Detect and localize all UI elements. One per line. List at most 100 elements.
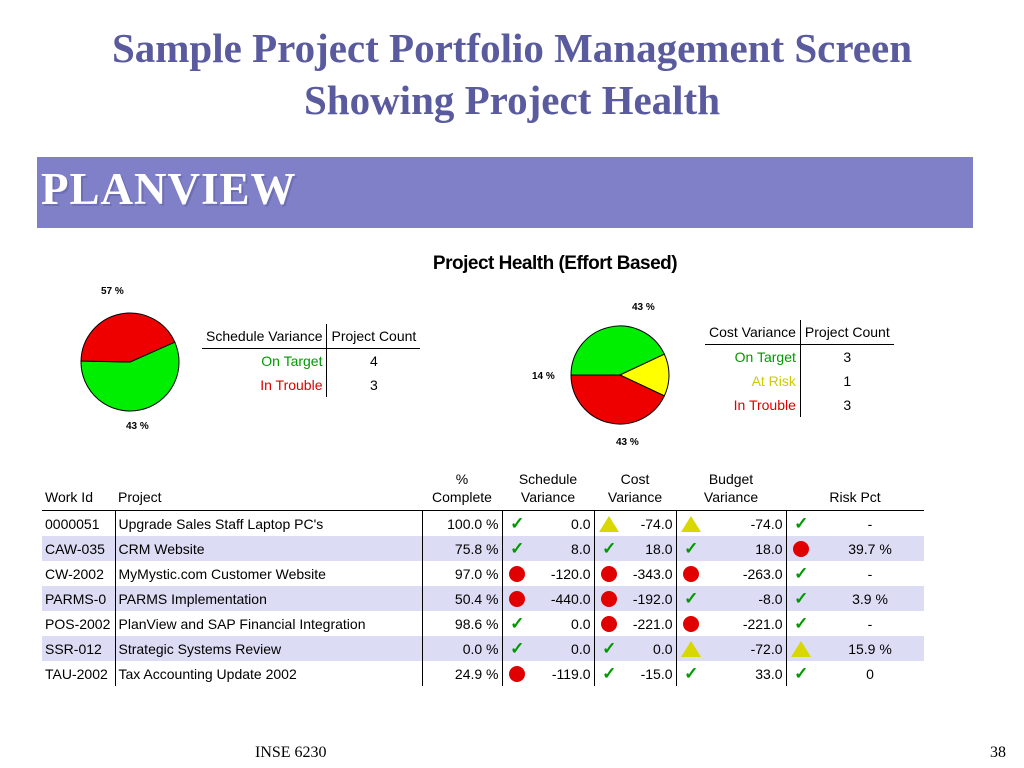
schedule-summary-count: 4 [370, 353, 378, 369]
project-name-cell[interactable]: Upgrade Sales Staff Laptop PC's [114, 510, 422, 536]
schedule-variance-table: Schedule Variance Project Count On Targe… [202, 324, 421, 397]
project-health-title: Project Health (Effort Based) [432, 253, 678, 274]
cost-summary-label[interactable]: At Risk [705, 369, 801, 393]
table-row[interactable]: TAU-2002 Tax Accounting Update 2002 24.9 %… [42, 661, 924, 686]
cost-variance-pie [570, 325, 670, 425]
cost-variance-column-header[interactable]: Cost Variance [594, 470, 677, 511]
cost-variance-cell: -221.0 [632, 615, 673, 632]
cost-variance-cell: 0.0 [624, 636, 677, 661]
percent-complete-cell: 75.8 % [421, 536, 502, 561]
table-row[interactable]: SSR-012 Strategic Systems Review 0.0 % ✓ 0.0… [42, 636, 925, 661]
table-row[interactable]: CAW-035 CRM Website 75.8 % ✓ 8.0 ✓ 18.0 ✓ 18.0 39… [42, 536, 925, 561]
project-header[interactable]: Project [115, 470, 422, 511]
work-id-cell[interactable]: TAU-2002 [45, 665, 108, 682]
check-icon: ✓ [785, 661, 817, 686]
check-icon: ✓ [675, 536, 707, 561]
schedule-count-header: Project Count [326, 324, 421, 349]
warning-triangle-icon [785, 636, 817, 661]
cost-variance-cell: -343.0 [632, 565, 673, 582]
slide-title-line-2: Showing Project Health [303, 77, 721, 123]
project-name-cell[interactable]: PARMS Implementation [114, 586, 422, 611]
budget-variance-cell: -263.0 [742, 565, 783, 582]
warning-triangle-icon [675, 636, 707, 661]
cost-variance-cell: -74.0 [640, 515, 673, 532]
risk-pct-cell: 3.9 % [816, 586, 925, 611]
red-circle-icon [501, 586, 532, 611]
cost-pie-slice-in-trouble [570, 374, 666, 425]
percent-complete-cell: 100.0 % [421, 510, 502, 536]
budget-variance-cell: -221.0 [742, 615, 783, 632]
course-code: INSE 6230 [255, 744, 327, 761]
risk-pct-cell: 0 [866, 665, 874, 682]
red-circle-icon [501, 561, 532, 586]
schedule-pie-label-in-trouble: 43 % [126, 421, 149, 432]
check-icon: ✓ [501, 510, 532, 536]
schedule-variance-cell: 8.0 [532, 536, 595, 561]
project-name-cell[interactable]: Strategic Systems Review [114, 636, 422, 661]
work-id-cell[interactable]: POS-2002 [45, 615, 111, 632]
planview-banner [37, 157, 973, 228]
work-id-cell[interactable]: SSR-012 [42, 636, 115, 661]
schedule-pie-label-on-target: 57 % [101, 286, 124, 297]
budget-variance-column-header[interactable]: Budget Variance [676, 470, 787, 511]
red-circle-icon [501, 661, 532, 686]
project-name-cell[interactable]: PlanView and SAP Financial Integration [114, 611, 422, 636]
work-id-cell[interactable]: PARMS-0 [42, 586, 115, 611]
check-icon: ✓ [675, 586, 707, 611]
percent-complete-cell: 0.0 % [421, 636, 502, 661]
cost-summary-label[interactable]: On Target [705, 344, 801, 369]
risk-pct-cell: 15.9 % [816, 636, 925, 661]
cost-pie-label-at-risk: 14 % [532, 371, 555, 382]
work-id-cell[interactable]: CW-2002 [45, 565, 104, 582]
budget-variance-cell: -8.0 [706, 586, 787, 611]
check-icon: ✓ [593, 536, 625, 561]
slide-title-line-1: Sample Project Portfolio Management Scre… [111, 25, 913, 71]
red-circle-icon [593, 561, 625, 586]
red-circle-icon [675, 611, 707, 636]
project-health-grid: Work Id Project % Complete Schedule Varian… [42, 470, 925, 686]
check-icon: ✓ [593, 661, 625, 686]
project-name-cell[interactable]: CRM Website [114, 536, 422, 561]
risk-pct-header[interactable]: Risk Pct [786, 470, 925, 511]
cost-variance-header: Cost Variance [705, 320, 801, 345]
cost-variance-cell: 18.0 [624, 536, 677, 561]
cost-variance-table: Cost Variance Project Count On Target 3 At… [705, 320, 894, 417]
cost-pie-slice-on-target [570, 325, 666, 376]
check-icon: ✓ [501, 536, 532, 561]
percent-complete-cell: 24.9 % [421, 661, 502, 686]
schedule-variance-header: Schedule Variance [202, 324, 328, 349]
cost-summary-count: 3 [843, 349, 852, 365]
schedule-summary-label[interactable]: On Target [202, 348, 328, 373]
project-name-cell[interactable]: MyMystic.com Customer Website [114, 561, 422, 586]
check-icon: ✓ [593, 636, 625, 661]
schedule-variance-pie [80, 312, 180, 412]
cost-summary-count: 3 [843, 397, 852, 413]
cost-summary-label[interactable]: In Trouble [705, 393, 801, 417]
project-name-cell[interactable]: Tax Accounting Update 2002 [114, 661, 422, 686]
budget-variance-cell: -72.0 [706, 636, 787, 661]
red-circle-icon [785, 536, 817, 561]
schedule-summary-row: On Target 4 [202, 348, 420, 373]
table-row[interactable]: CW-2002 MyMystic.com Customer Website 97.0… [42, 561, 924, 586]
cost-count-header: Project Count [800, 320, 894, 345]
cost-variance-cell: -15.0 [640, 665, 673, 682]
schedule-variance-cell: 0.0 [571, 615, 591, 632]
table-row[interactable]: POS-2002 PlanView and SAP Financial Integ… [42, 611, 924, 636]
work-id-cell[interactable]: CAW-035 [42, 536, 115, 561]
check-icon: ✓ [501, 636, 532, 661]
work-id-header[interactable]: Work Id [42, 470, 115, 511]
percent-complete-cell: 50.4 % [421, 586, 502, 611]
budget-variance-cell: 33.0 [755, 665, 783, 682]
cost-summary-row: In Trouble 3 [705, 393, 894, 417]
table-row[interactable]: PARMS-0 PARMS Implementation 50.4 % -440.0 -… [42, 586, 925, 611]
schedule-variance-cell: -440.0 [532, 586, 595, 611]
cost-pie-label-in-trouble: 43 % [616, 437, 639, 448]
cost-summary-row: At Risk 1 [705, 369, 894, 393]
work-id-cell[interactable]: 0000051 [45, 515, 100, 532]
complete-header[interactable]: % Complete [422, 470, 502, 511]
schedule-variance-column-header[interactable]: Schedule Variance [502, 470, 595, 511]
schedule-variance-cell: 0.0 [532, 636, 595, 661]
table-row[interactable]: 0000051 Upgrade Sales Staff Laptop PC's 10… [42, 510, 924, 536]
cost-summary-count: 1 [843, 373, 852, 389]
schedule-summary-label[interactable]: In Trouble [202, 373, 328, 397]
